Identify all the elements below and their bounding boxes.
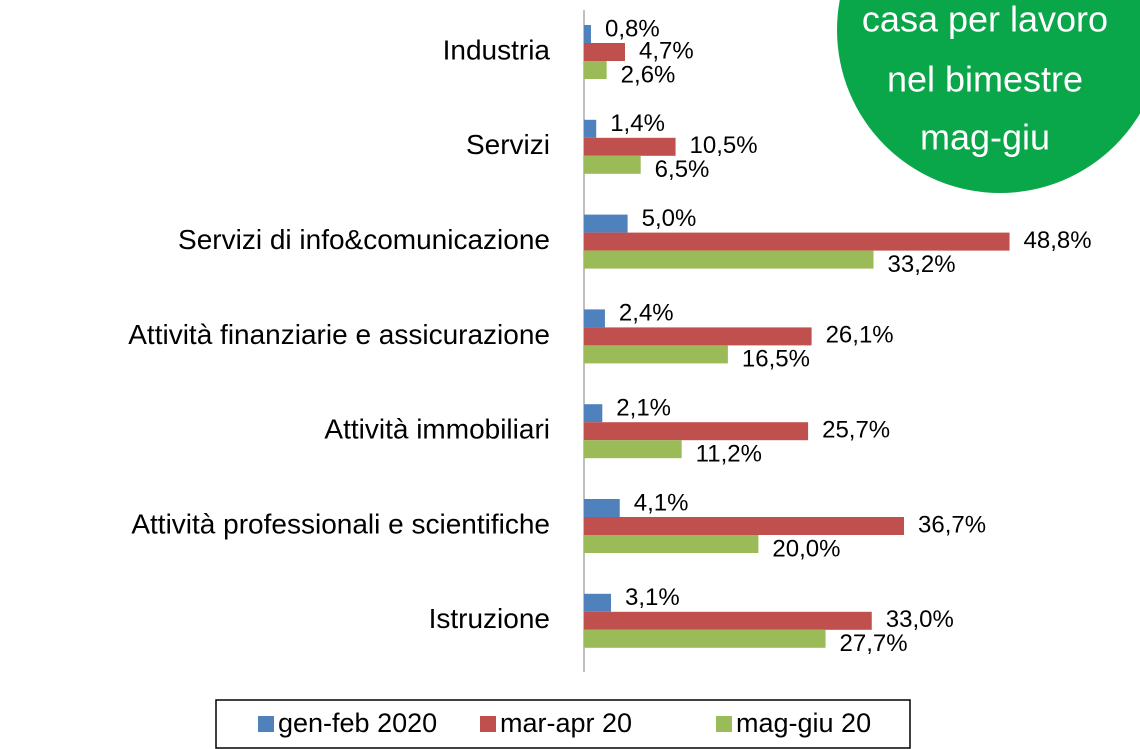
bar <box>584 345 728 364</box>
value-label: 36,7% <box>918 511 986 538</box>
value-label: 2,6% <box>621 61 676 88</box>
value-label: 27,7% <box>840 630 908 657</box>
value-label: 10,5% <box>690 132 758 159</box>
value-label: 4,1% <box>634 489 689 516</box>
value-label: 5,0% <box>642 205 697 232</box>
bar <box>584 232 1010 251</box>
category-label: Servizi <box>466 129 550 160</box>
bar <box>584 119 597 138</box>
value-label: 6,5% <box>655 156 710 183</box>
bar <box>584 43 625 61</box>
legend-swatch <box>480 716 496 732</box>
value-label: 25,7% <box>822 417 890 444</box>
bar <box>584 422 809 441</box>
value-label: 26,1% <box>826 322 894 349</box>
bar <box>584 309 605 328</box>
bar <box>584 629 826 648</box>
legend-label: mar-apr 20 <box>500 708 632 738</box>
bar <box>584 214 628 233</box>
annotation-text: mag-giu <box>920 117 1050 158</box>
legend-label: mag-giu 20 <box>736 708 871 738</box>
value-label: 1,4% <box>610 110 665 137</box>
value-label: 2,1% <box>616 395 671 422</box>
bar <box>584 535 759 553</box>
category-label: Attività immobiliari <box>324 414 550 445</box>
bar <box>584 25 591 43</box>
annotation-text: nel bimestre <box>887 59 1083 100</box>
bar <box>584 517 905 535</box>
bar <box>584 250 874 269</box>
bar <box>584 155 641 174</box>
category-label: Attività finanziarie e assicurazione <box>128 319 550 350</box>
value-label: 0,8% <box>605 15 660 42</box>
value-label: 3,1% <box>625 584 680 611</box>
value-label: 2,4% <box>619 300 674 327</box>
bar <box>584 611 872 630</box>
bar <box>584 61 607 79</box>
legend-swatch <box>258 716 274 732</box>
legend-box <box>215 699 911 749</box>
value-label: 11,2% <box>696 441 762 468</box>
value-label: 33,0% <box>886 606 954 633</box>
bar <box>584 137 676 156</box>
bar <box>584 593 612 612</box>
category-label: Istruzione <box>429 603 550 634</box>
category-label: Industria <box>443 34 551 65</box>
value-label: 33,2% <box>888 251 956 278</box>
annotation-text: casa per lavoro <box>862 0 1108 40</box>
value-label: 16,5% <box>742 346 810 373</box>
annotation-circle <box>837 0 1140 193</box>
bar <box>584 404 603 423</box>
legend-swatch <box>716 716 732 732</box>
bar <box>584 440 682 459</box>
category-label: Servizi di info&comunicazione <box>178 224 550 255</box>
bar <box>584 327 812 346</box>
value-label: 4,7% <box>639 37 694 64</box>
value-label: 20,0% <box>772 535 840 562</box>
value-label: 48,8% <box>1024 227 1092 254</box>
legend-label: gen-feb 2020 <box>278 708 437 738</box>
category-label: Attività professionali e scientifiche <box>131 508 550 539</box>
bar <box>584 499 620 517</box>
